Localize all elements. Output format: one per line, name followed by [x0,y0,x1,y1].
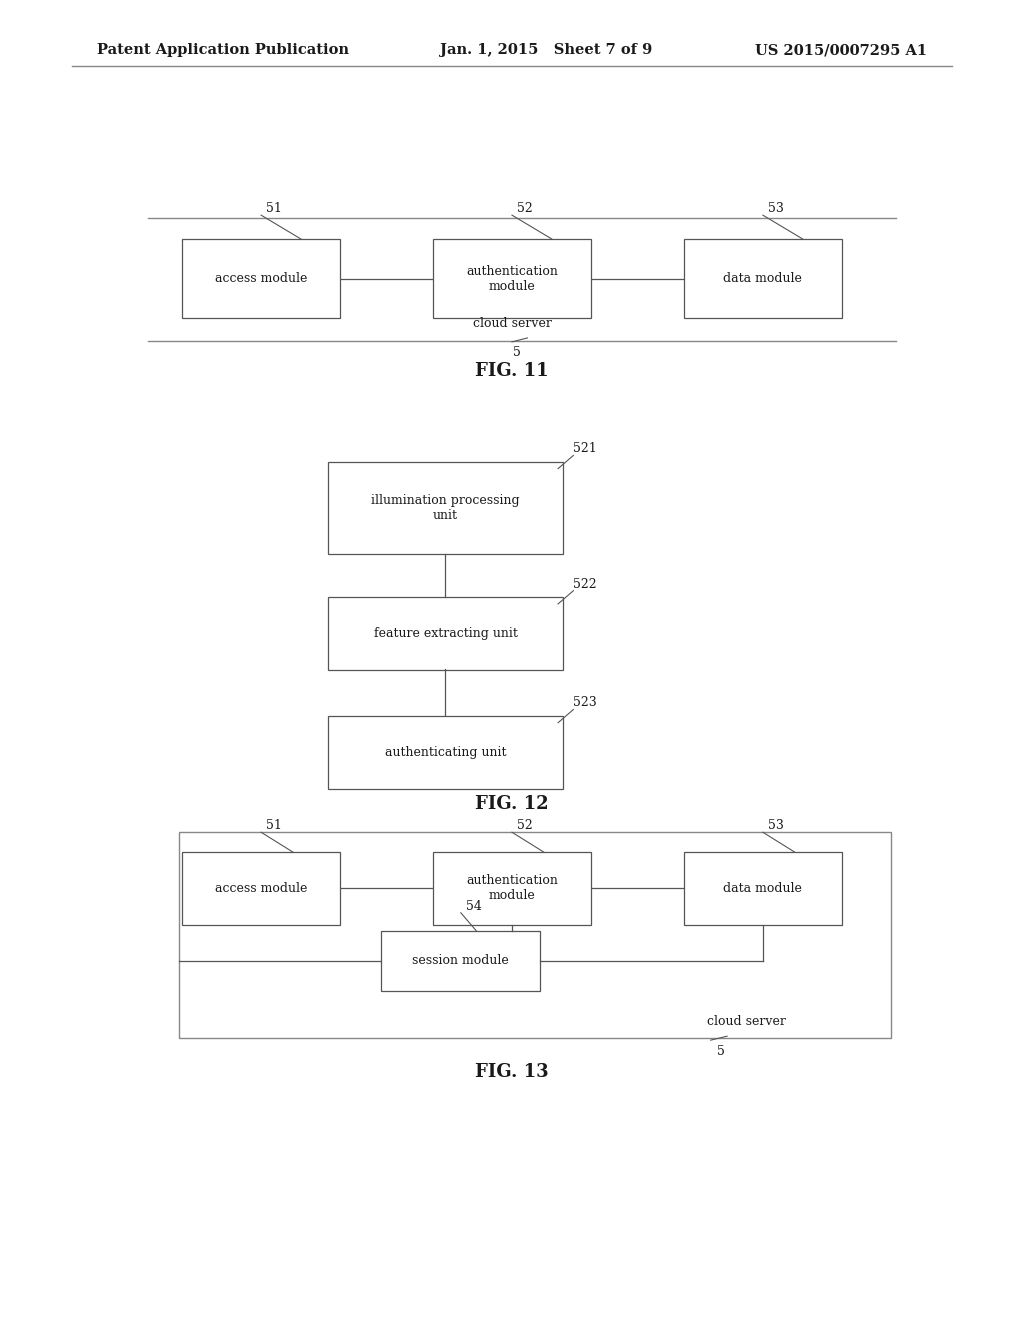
Text: 53: 53 [768,820,784,832]
Text: 51: 51 [266,820,283,832]
Text: 523: 523 [573,697,597,710]
Text: 5: 5 [513,346,521,359]
Text: data module: data module [723,272,803,285]
Text: FIG. 13: FIG. 13 [475,1063,549,1081]
Text: 521: 521 [573,442,597,455]
Bar [432,853,592,924]
Text: authentication
module: authentication module [466,874,558,903]
Text: FIG. 11: FIG. 11 [475,362,549,380]
Text: 54: 54 [466,900,482,913]
Bar [684,239,842,318]
Bar [182,853,340,924]
Text: feature extracting unit: feature extracting unit [374,627,517,640]
Text: authenticating unit: authenticating unit [385,746,506,759]
Text: 51: 51 [266,202,283,215]
Bar [684,853,842,924]
Text: FIG. 12: FIG. 12 [475,795,549,813]
Bar [328,597,563,671]
Bar [328,462,563,554]
Text: cloud server: cloud server [472,317,552,330]
Text: cloud server: cloud server [707,1015,785,1028]
Text: access module: access module [215,272,307,285]
Text: 53: 53 [768,202,784,215]
Bar [381,932,541,990]
Bar [328,715,563,789]
Text: data module: data module [723,882,803,895]
Text: US 2015/0007295 A1: US 2015/0007295 A1 [755,44,927,57]
Text: 52: 52 [517,202,532,215]
Bar [182,239,340,318]
Text: 52: 52 [517,820,532,832]
Text: Patent Application Publication: Patent Application Publication [97,44,349,57]
Text: 5: 5 [717,1045,725,1059]
Bar [179,832,891,1038]
Text: session module: session module [413,954,509,968]
Bar [432,239,592,318]
Text: illumination processing
unit: illumination processing unit [371,494,520,523]
Text: access module: access module [215,882,307,895]
Text: 522: 522 [573,578,597,591]
Text: Jan. 1, 2015   Sheet 7 of 9: Jan. 1, 2015 Sheet 7 of 9 [440,44,652,57]
Text: authentication
module: authentication module [466,264,558,293]
